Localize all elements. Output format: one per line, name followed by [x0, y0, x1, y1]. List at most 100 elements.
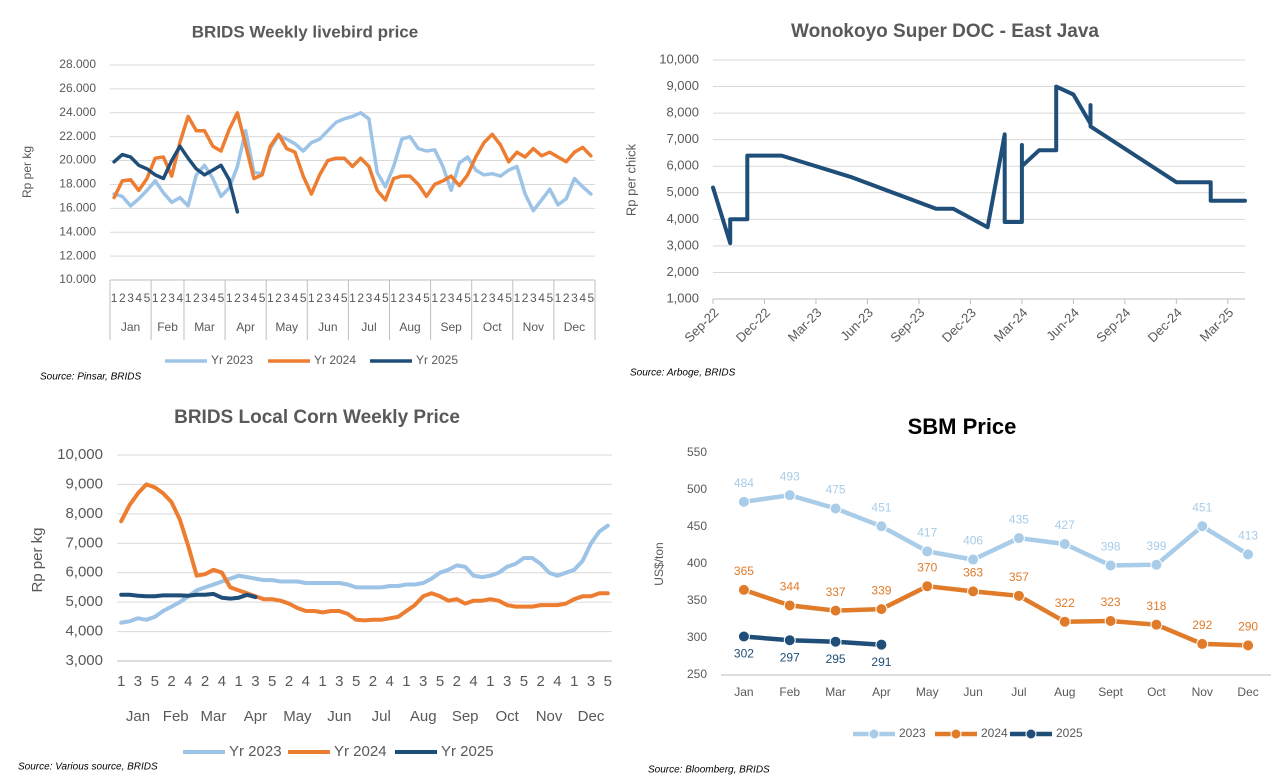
- x-tick-label: 3: [201, 291, 208, 305]
- series-line: [741, 492, 1251, 568]
- marker: [1058, 538, 1071, 551]
- x-tick-label: 2: [522, 291, 529, 305]
- month-label: Dec: [578, 708, 605, 725]
- legend-label: 2025: [1056, 726, 1083, 740]
- month-label: Nov: [523, 320, 544, 334]
- y-tick-label: 28.000: [59, 57, 96, 71]
- x-tick-label: 3: [448, 291, 455, 305]
- x-tick-label: 2: [453, 673, 461, 690]
- month-label: Aug: [399, 320, 420, 334]
- y-tick-label: 450: [687, 519, 707, 533]
- y-tick-label: 22.000: [59, 129, 96, 143]
- y-axis-label: Rp per chick: [623, 143, 638, 216]
- data-label: 318: [1146, 599, 1166, 613]
- x-tick-label: 4: [333, 291, 340, 305]
- y-tick-label: 20.000: [59, 153, 96, 167]
- data-label: 475: [826, 483, 846, 497]
- source: Source: Arboge, BRIDS: [630, 368, 736, 379]
- marker: [967, 553, 980, 566]
- x-tick-label: 3: [530, 291, 537, 305]
- marker: [1058, 615, 1071, 628]
- x-tick-label: Nov: [1192, 685, 1213, 699]
- legend-label: 2023: [899, 726, 926, 740]
- x-tick-label: 3: [242, 291, 249, 305]
- marker: [1150, 618, 1163, 631]
- y-tick-label: 26.000: [59, 81, 96, 95]
- y-tick-label: 4,000: [666, 211, 699, 226]
- month-label: Jun: [318, 320, 337, 334]
- marker: [783, 634, 796, 647]
- y-tick-label: 18.000: [59, 177, 96, 191]
- legend-label: Yr 2024: [334, 743, 387, 760]
- x-tick-label: 4: [209, 291, 216, 305]
- x-tick-label: 2: [537, 673, 545, 690]
- source: Source: Bloomberg, BRIDS: [648, 765, 770, 776]
- y-tick-label: 7,000: [65, 534, 103, 551]
- x-tick-label: 4: [456, 291, 463, 305]
- y-tick-label: 6,000: [666, 158, 699, 173]
- x-tick-label: 2: [316, 291, 323, 305]
- y-tick-label: 24.000: [59, 105, 96, 119]
- x-tick-label: 3: [168, 291, 175, 305]
- x-tick-label: 3: [489, 291, 496, 305]
- x-tick-label: Sep-24: [1093, 305, 1133, 345]
- x-tick-label: 1: [431, 291, 438, 305]
- month-label: Oct: [495, 708, 519, 725]
- y-tick-label: 550: [687, 445, 707, 459]
- x-tick-label: 5: [300, 291, 307, 305]
- x-tick-label: 3: [283, 291, 290, 305]
- y-tick-label: 16.000: [59, 201, 96, 215]
- data-label: 435: [1009, 512, 1029, 526]
- x-tick-label: 1: [111, 291, 118, 305]
- month-label: Mar: [201, 708, 227, 725]
- y-tick-label: 4,000: [65, 623, 103, 640]
- x-tick-label: 1: [117, 673, 125, 690]
- y-tick-label: 12.000: [59, 248, 96, 262]
- x-tick-label: 4: [251, 291, 258, 305]
- x-tick-label: 3: [251, 673, 259, 690]
- marker: [875, 603, 888, 616]
- x-tick-label: 5: [464, 291, 471, 305]
- data-label: 292: [1192, 618, 1212, 632]
- x-tick-label: 4: [177, 291, 184, 305]
- data-label: 484: [734, 476, 754, 490]
- series-line: [112, 111, 593, 202]
- x-tick-label: 2: [234, 291, 241, 305]
- data-label: 406: [963, 534, 983, 548]
- x-tick-label: 3: [571, 291, 578, 305]
- series-line: [741, 634, 884, 647]
- x-tick-label: 5: [151, 673, 159, 690]
- data-label: 322: [1055, 596, 1075, 610]
- y-tick-label: 7,000: [666, 131, 699, 146]
- y-tick-label: 5,000: [65, 593, 103, 610]
- month-label: May: [283, 708, 312, 725]
- x-tick-label: 3: [335, 673, 343, 690]
- x-tick-label: Jun-24: [1043, 305, 1082, 344]
- y-tick-label: 250: [687, 667, 707, 681]
- month-label: Dec: [564, 320, 585, 334]
- data-label: 337: [826, 585, 846, 599]
- x-tick-label: Jul: [1011, 685, 1026, 699]
- data-label: 339: [871, 583, 891, 597]
- x-tick-label: 4: [538, 291, 545, 305]
- x-tick-label: 2: [193, 291, 200, 305]
- marker: [921, 580, 934, 593]
- x-tick-label: 5: [268, 673, 276, 690]
- month-label: Oct: [483, 320, 502, 334]
- series-line: [119, 591, 258, 601]
- y-axis-label: Rp per kg: [20, 146, 34, 198]
- x-tick-label: Dec-24: [1145, 305, 1185, 345]
- marker: [1104, 614, 1117, 627]
- data-label: 398: [1101, 540, 1121, 554]
- x-tick-label: 1: [402, 673, 410, 690]
- x-tick-label: Apr: [872, 685, 891, 699]
- x-tick-label: 1: [318, 673, 326, 690]
- legend-label: 2024: [981, 726, 1008, 740]
- y-tick-label: 1,000: [666, 290, 699, 305]
- x-tick-label: Aug: [1054, 685, 1075, 699]
- x-tick-label: 3: [503, 673, 511, 690]
- x-tick-label: 1: [308, 291, 315, 305]
- y-tick-label: 3,000: [666, 237, 699, 252]
- legend-label: Yr 2025: [416, 353, 458, 367]
- x-tick-label: 5: [546, 291, 553, 305]
